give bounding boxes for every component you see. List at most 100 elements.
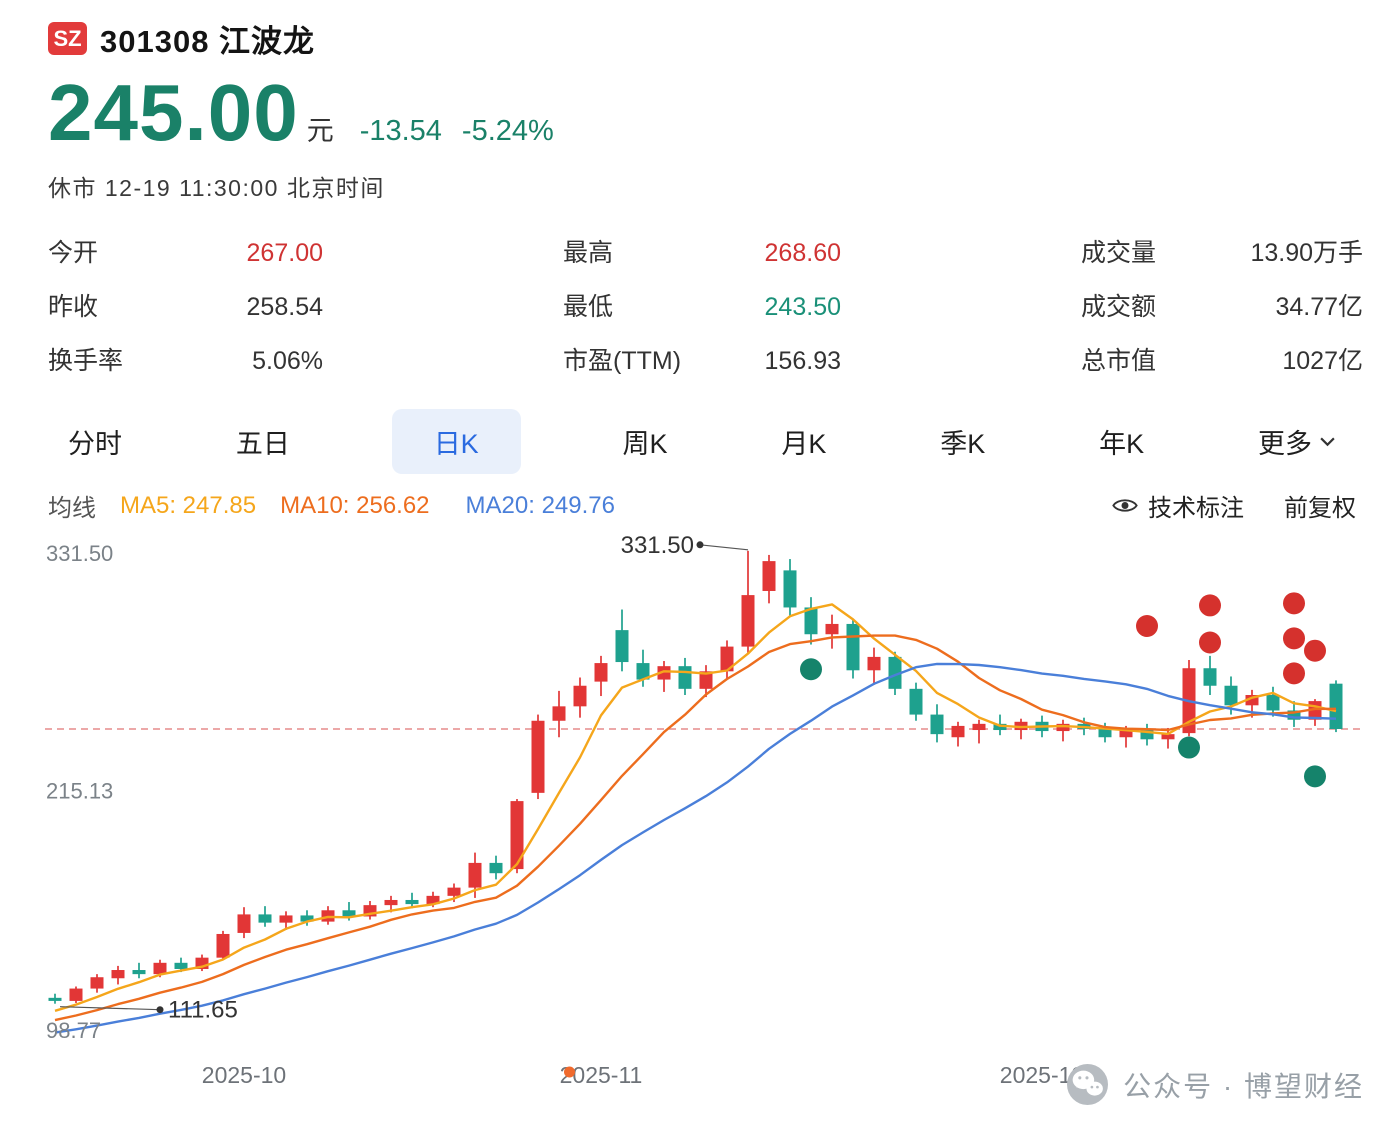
stat-label: 最低	[563, 293, 614, 321]
candle-body	[846, 623, 860, 671]
watermark-text: 公众号 · 博望财经	[1123, 1070, 1364, 1102]
ma5-line	[54, 603, 1337, 1012]
stat-value: 268.60	[764, 239, 841, 267]
tab-label: 五日	[235, 429, 290, 459]
signal-dot-green	[1178, 736, 1200, 759]
price-row: 245.00 元 -13.54 -5.24%	[48, 73, 1390, 153]
candle-body	[741, 595, 755, 647]
tech-annotation-label: 技术标注	[1148, 495, 1244, 522]
y-axis-label: 215.13	[46, 779, 113, 804]
signal-dot-red	[1136, 615, 1158, 637]
tab-more[interactable]: 更多	[1246, 412, 1348, 471]
stat-cell-5: 成交额 34.77亿	[1081, 287, 1363, 323]
stat-cell-4: 最低 243.50	[563, 287, 841, 323]
ma5-label: MA5: 247.85	[120, 491, 257, 519]
high-annotation-line	[699, 544, 749, 551]
candle-body	[762, 561, 776, 591]
tab-minute[interactable]: 分时	[56, 412, 134, 471]
stat-value: 1027亿	[1282, 347, 1363, 375]
signal-dot-red	[1304, 639, 1326, 662]
tab-label: 季K	[940, 429, 986, 459]
candle-body	[909, 688, 923, 715]
candle-body	[951, 725, 965, 738]
ma-bar-title: 均线	[48, 495, 96, 522]
wechat-icon	[1067, 1064, 1109, 1105]
tab-week-k[interactable]: 周K	[611, 412, 680, 471]
candle-body	[636, 663, 650, 680]
stat-label: 市盈(TTM)	[563, 347, 682, 375]
price-change: -13.54	[359, 115, 442, 147]
candle-body	[615, 630, 629, 663]
high-annotation-dot	[696, 541, 704, 549]
candle-body	[69, 988, 83, 1001]
stat-value: 156.93	[764, 347, 841, 375]
candle-body	[279, 915, 293, 923]
candle-body	[993, 723, 1007, 731]
ma10-line	[54, 634, 1337, 1022]
stat-label: 总市值	[1081, 347, 1157, 375]
candle-body	[1140, 730, 1154, 740]
ma20-line	[54, 662, 1337, 1034]
candle-body	[237, 914, 251, 933]
candle-body	[1245, 695, 1259, 706]
tab-label: 月K	[781, 429, 827, 459]
signal-dot-green	[1304, 765, 1326, 788]
candle-body	[1056, 723, 1070, 732]
tab-five-day[interactable]: 五日	[224, 412, 302, 471]
candle-body	[300, 915, 314, 922]
stat-cell-0: 今开 267.00	[48, 233, 323, 269]
stat-label: 昨收	[48, 293, 99, 321]
tab-year-k[interactable]: 年K	[1087, 412, 1156, 471]
candle-body	[132, 970, 146, 975]
candle-body	[573, 685, 587, 707]
tab-quarter-k[interactable]: 季K	[928, 412, 997, 471]
stat-cell-6: 换手率 5.06%	[48, 341, 323, 377]
stat-label: 最高	[563, 239, 614, 267]
tab-day-k[interactable]: 日K	[391, 409, 521, 474]
tab-label: 日K	[433, 429, 479, 459]
watermark: 公众号 · 博望财经	[1067, 1064, 1364, 1105]
candle-body	[972, 723, 986, 731]
ma-legend-bar: 均线 MA5: 247.85 MA10: 256.62 MA20: 249.76…	[48, 488, 1356, 523]
candle-body	[825, 623, 839, 635]
candle-body	[657, 666, 671, 680]
candle-body	[678, 666, 692, 689]
signal-dot-red	[1199, 631, 1221, 654]
candle-body	[447, 887, 461, 896]
candle-body	[720, 646, 734, 672]
y-axis-label: 331.50	[46, 541, 113, 566]
candle-body	[1161, 734, 1175, 740]
tab-month-k[interactable]: 月K	[769, 412, 838, 471]
candle-body	[531, 720, 545, 793]
tech-annotation-button[interactable]: 技术标注	[1112, 488, 1244, 523]
candle-body	[489, 862, 503, 874]
candle-body	[468, 862, 482, 888]
price-unit: 元	[306, 116, 334, 146]
current-price: 245.00	[48, 68, 299, 157]
candle-body	[867, 656, 881, 671]
candle-body	[1287, 710, 1301, 720]
bottom-indicator-dot	[564, 1066, 575, 1078]
candle-body	[174, 962, 188, 969]
candle-body	[1266, 695, 1280, 711]
high-annotation-label: 331.50	[621, 532, 694, 559]
signal-dot-red	[1283, 662, 1305, 685]
chevron-down-icon	[1320, 437, 1335, 447]
x-axis-label: 2025-10	[202, 1062, 286, 1088]
candle-body	[342, 910, 356, 917]
low-annotation-line	[59, 1006, 161, 1011]
period-tabs: 分时 五日 日K 周K 月K 季K 年K 更多	[56, 409, 1348, 474]
stat-cell-1: 最高 268.60	[563, 233, 841, 269]
candle-body	[510, 801, 524, 870]
stat-label: 换手率	[48, 347, 124, 375]
stat-cell-7: 市盈(TTM) 156.93	[563, 341, 841, 377]
candle-body	[594, 663, 608, 682]
candle-body	[48, 997, 62, 1001]
candle-body	[783, 570, 797, 608]
y-axis-label: 98.77	[46, 1018, 101, 1043]
tab-label: 分时	[68, 429, 122, 459]
ma10-label: MA10: 256.62	[280, 491, 430, 519]
adjust-mode-button[interactable]: 前复权	[1284, 495, 1356, 522]
